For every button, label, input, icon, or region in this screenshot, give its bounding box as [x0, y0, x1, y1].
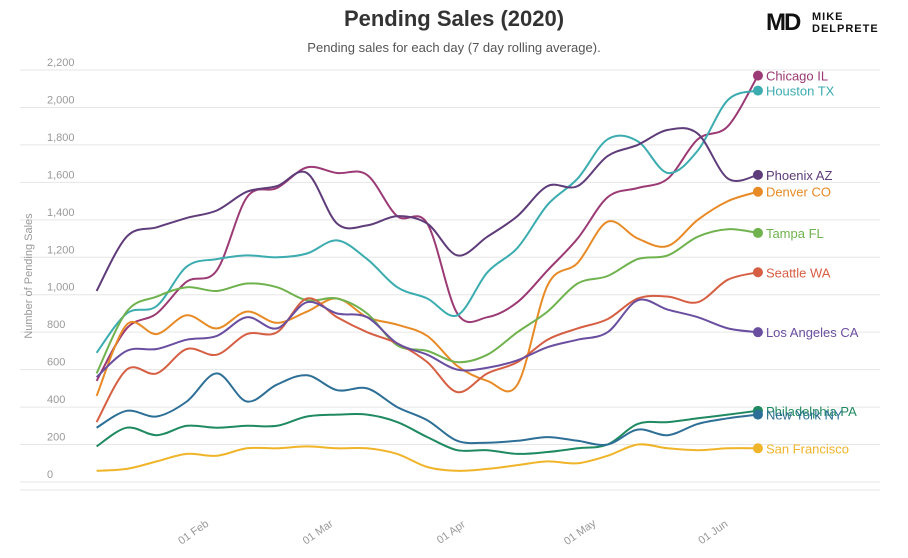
chart-title: Pending Sales (2020): [343, 6, 565, 31]
series-label-chicago-il: Chicago IL: [766, 69, 828, 84]
gridlines: [20, 69, 880, 491]
brand-logo: MD MIKE DELPRETE: [766, 10, 896, 36]
series-line-phoenix-az: [95, 127, 759, 292]
series-end-marker-denver-co: [752, 186, 763, 197]
series-label-seattle-wa: Seattle WA: [766, 265, 831, 280]
chart-subtitle: Pending sales for each day (7 day rollin…: [307, 40, 601, 55]
series-label-houston-tx: Houston TX: [766, 84, 835, 99]
y-tick-label: 0: [47, 469, 53, 481]
series-end-marker-tampa-fl: [752, 227, 763, 238]
x-tick-label: 01 Feb: [176, 518, 211, 547]
logo-mark: MD: [766, 9, 801, 36]
y-axis-ticks: 0 200 400 600 800 1,000 1,200 1,400 1,600 1,800 2,…: [47, 57, 75, 481]
series-line-los-angeles-ca: [95, 298, 759, 378]
y-tick-label: 1,000: [47, 282, 75, 294]
series-end-marker-los-angeles-ca: [752, 327, 763, 338]
series-label-san-francisco: San Francisco: [766, 441, 849, 456]
series-line-houston-tx: [95, 89, 759, 354]
series-label-denver-co: Denver CO: [766, 185, 831, 200]
series-end-marker-phoenix-az: [752, 169, 763, 180]
series-line-philadelphia-pa: [96, 409, 759, 455]
x-tick-label: 01 Mar: [301, 518, 336, 548]
x-axis-ticks: 01 Feb 01 Mar 01 Apr 01 May 01 Jun: [176, 517, 730, 548]
y-tick-label: 400: [47, 394, 65, 406]
series-line-san-francisco: [96, 443, 758, 472]
x-tick-label: 01 Jun: [696, 518, 730, 547]
y-tick-label: 2,200: [47, 57, 75, 69]
y-tick-label: 1,200: [47, 244, 75, 256]
y-tick-label: 1,400: [47, 207, 75, 219]
x-tick-label: 01 May: [562, 517, 599, 548]
logo-text: MIKE DELPRETE: [812, 11, 879, 35]
y-tick-label: 600: [47, 357, 65, 369]
series-line-new-york-ny: [96, 372, 759, 446]
y-tick-label: 200: [47, 432, 65, 444]
series-line-tampa-fl: [95, 228, 759, 374]
series-end-markers: [752, 70, 763, 454]
y-tick-label: 1,600: [47, 169, 75, 181]
series-end-marker-new-york-ny: [752, 409, 763, 420]
y-tick-label: 2,000: [47, 94, 75, 106]
series-label-los-angeles-ca: Los Angeles CA: [766, 325, 859, 340]
series-end-marker-seattle-wa: [752, 267, 763, 278]
series-label-philadelphia-pa: Philadelphia PA: [766, 404, 857, 419]
series-end-marker-chicago-il: [752, 70, 763, 81]
y-tick-label: 800: [47, 319, 65, 331]
series-line-denver-co: [95, 190, 759, 397]
series-lines: [95, 75, 759, 472]
y-axis-title: Number of Pending Sales: [23, 213, 35, 339]
series-line-seattle-wa: [95, 271, 759, 423]
x-tick-label: 01 Apr: [435, 518, 468, 546]
series-label-phoenix-az: Phoenix AZ: [766, 168, 833, 183]
series-end-marker-houston-tx: [752, 85, 763, 96]
series-label-new-york-ny: New York NY: [766, 408, 843, 423]
y-tick-label: 1,800: [47, 132, 75, 144]
series-end-marker-san-francisco: [752, 443, 763, 454]
series-label-tampa-fl: Tampa FL: [766, 226, 824, 241]
